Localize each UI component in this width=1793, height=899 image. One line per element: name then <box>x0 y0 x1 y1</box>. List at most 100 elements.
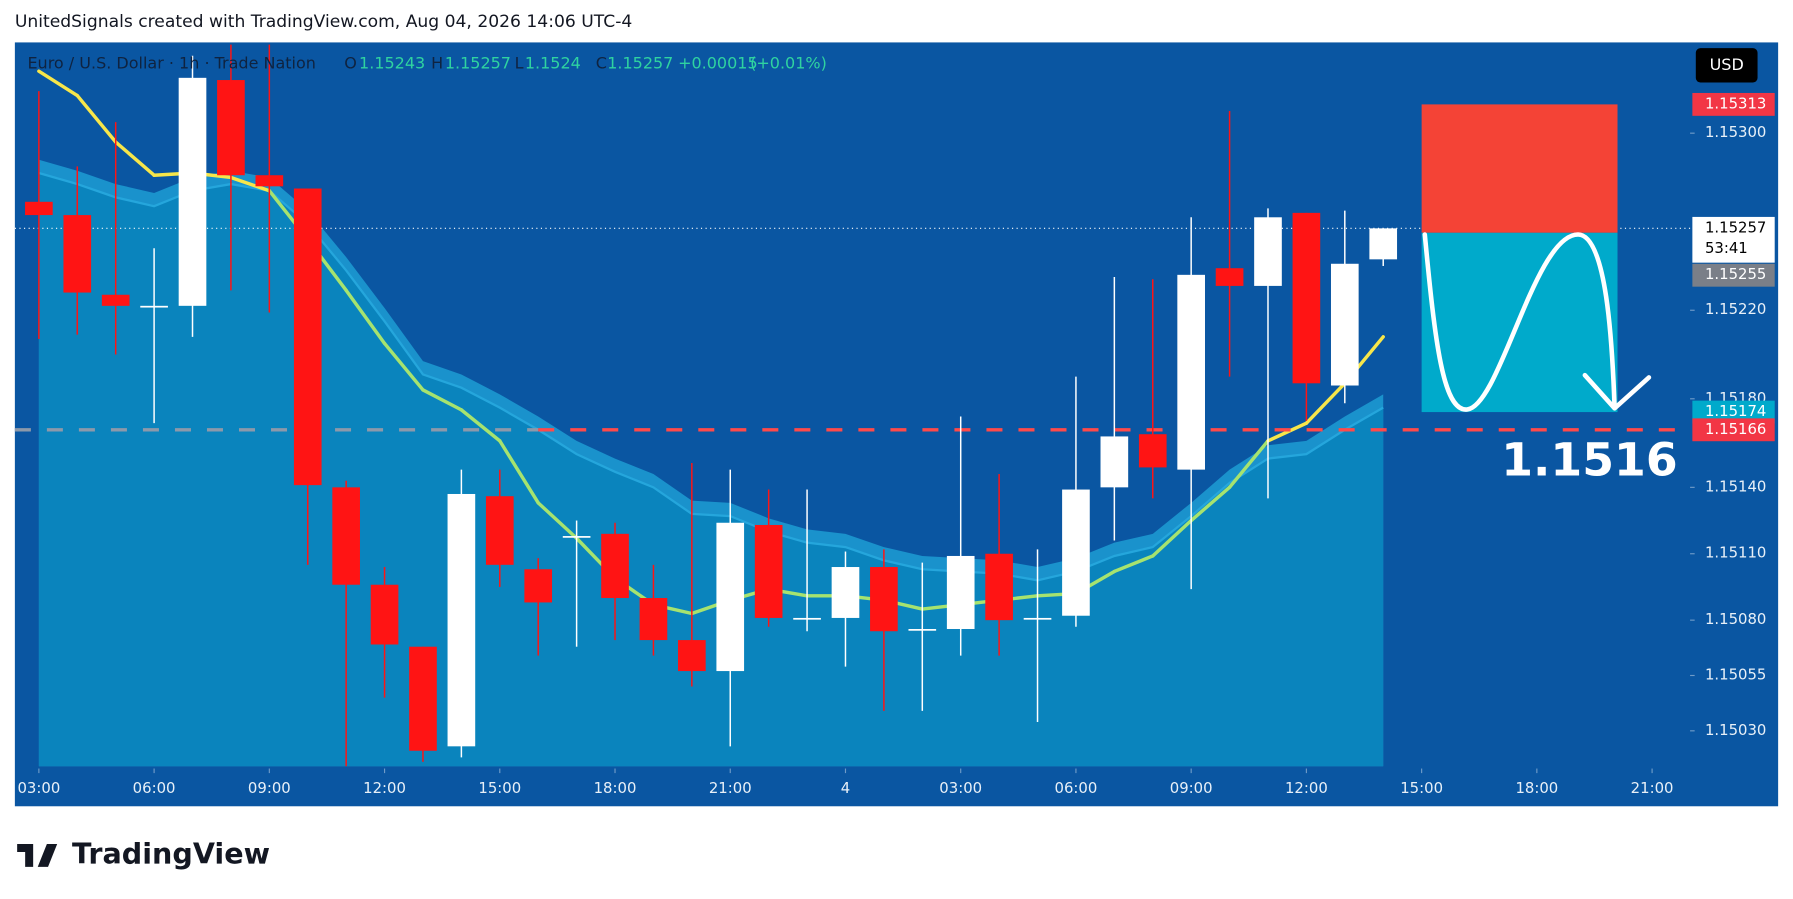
legend-key: O <box>344 54 357 73</box>
candle-body <box>255 175 284 187</box>
candle-body <box>25 201 53 216</box>
candle-body <box>870 567 898 632</box>
candle-body <box>601 533 629 599</box>
candle-body <box>63 215 92 293</box>
countdown: 53:41 <box>1705 239 1748 257</box>
attribution: UnitedSignals created with TradingView.c… <box>15 12 632 32</box>
x-tick-label: 18:00 <box>1515 779 1558 797</box>
candle-body <box>1292 212 1321 384</box>
candle-body <box>1023 617 1052 620</box>
y-tick-label: 1.15055 <box>1705 665 1766 683</box>
candle-body <box>678 640 706 672</box>
candle-body <box>1369 228 1398 260</box>
x-tick-label: 4 <box>841 779 850 797</box>
candle-body <box>140 305 168 308</box>
candle-body <box>639 598 668 641</box>
legend-change-pct: (+0.01%) <box>750 54 827 73</box>
candle-body <box>178 77 207 306</box>
ma-segment <box>1189 485 1232 523</box>
price-tag <box>1692 216 1775 263</box>
ma-segment <box>75 93 118 144</box>
price-tag <box>1692 400 1775 424</box>
ma-segment <box>536 501 579 540</box>
ma-segment <box>1112 554 1155 574</box>
x-tick-label: 06:00 <box>1055 779 1098 797</box>
candle-body <box>101 294 130 306</box>
candle-body <box>409 646 437 751</box>
candle-layer <box>25 44 1398 767</box>
x-tick-label: 15:00 <box>478 779 521 797</box>
overlay-layer <box>1421 104 1618 413</box>
y-tick-label: 1.15030 <box>1705 721 1766 739</box>
y-tick-label: 1.15220 <box>1705 300 1766 318</box>
y-tick-label: 1.15080 <box>1705 610 1766 628</box>
candle-body <box>332 487 360 585</box>
legend-key: H <box>431 54 443 73</box>
y-tick-label: 1.15140 <box>1705 477 1766 495</box>
legend-value: 1.15243 <box>359 54 425 73</box>
ma-segment <box>421 388 464 412</box>
currency-button[interactable] <box>1695 48 1758 83</box>
candle-body <box>447 493 476 747</box>
candle-body <box>1254 217 1282 286</box>
y-tick-label: 1.15110 <box>1705 544 1766 562</box>
x-tick-label: 12:00 <box>363 779 406 797</box>
currency-label: USD <box>1710 55 1744 74</box>
candle-body <box>1330 263 1359 386</box>
price-tag-label: 1.15166 <box>1705 420 1766 438</box>
candle-body <box>562 536 591 538</box>
ma-segment <box>1227 439 1270 490</box>
y-tick-label: 1.15300 <box>1705 123 1766 141</box>
legend-key: C <box>596 54 607 73</box>
x-tick-label: 21:00 <box>709 779 752 797</box>
ma-segment <box>344 288 387 346</box>
candle-body <box>1062 489 1090 616</box>
price-tag <box>1692 263 1775 287</box>
x-tick-label: 09:00 <box>1170 779 1213 797</box>
candle-body <box>908 629 937 631</box>
logo-icon <box>17 844 58 867</box>
ma-segment <box>459 408 502 443</box>
candle-body <box>831 567 860 618</box>
legend: Euro / U.S. Dollar · 1h · Trade Nation O… <box>27 54 826 73</box>
symbol-title: Euro / U.S. Dollar · 1h · Trade Nation <box>27 54 315 73</box>
legend-key: L <box>515 54 524 73</box>
axis-layer: 1.153001.152201.151801.151401.151101.150… <box>17 92 1775 797</box>
candle-body <box>217 80 245 176</box>
candle-body <box>716 522 745 672</box>
annotation: 1.1516 <box>1501 434 1677 487</box>
x-tick-label: 18:00 <box>594 779 637 797</box>
ma-segment <box>498 439 540 505</box>
ma-segment <box>1151 518 1193 558</box>
candle-body <box>1177 274 1205 470</box>
price-tag-label: 1.15257 <box>1705 218 1766 236</box>
candle-body <box>370 584 399 645</box>
candle-body <box>293 188 322 486</box>
ma-segment <box>1266 421 1309 443</box>
ma-segment <box>229 175 272 193</box>
x-tick-label: 03:00 <box>939 779 982 797</box>
price-tag-label: 1.15313 <box>1705 94 1766 112</box>
x-tick-label: 12:00 <box>1285 779 1328 797</box>
candle-body <box>485 496 514 565</box>
ma-segment <box>382 341 425 392</box>
price-tag <box>1692 92 1775 116</box>
stop-zone <box>1421 104 1618 233</box>
logo: TradingView <box>17 836 270 870</box>
candle-body <box>1138 434 1167 468</box>
price-tag-label: 1.15174 <box>1705 402 1766 420</box>
ma-segment <box>1304 381 1347 425</box>
candle-body <box>524 569 553 603</box>
x-tick-label: 06:00 <box>133 779 176 797</box>
candle-body <box>1100 436 1129 488</box>
legend-change: +0.00015 <box>678 54 758 73</box>
legend-value: 1.15257 <box>607 54 673 73</box>
candle-body <box>946 555 975 630</box>
ma-segment <box>37 69 79 98</box>
x-tick-label: 21:00 <box>1631 779 1674 797</box>
price-tag-label: 1.15255 <box>1705 265 1766 283</box>
x-tick-label: 15:00 <box>1400 779 1443 797</box>
candle-body <box>1215 268 1244 286</box>
